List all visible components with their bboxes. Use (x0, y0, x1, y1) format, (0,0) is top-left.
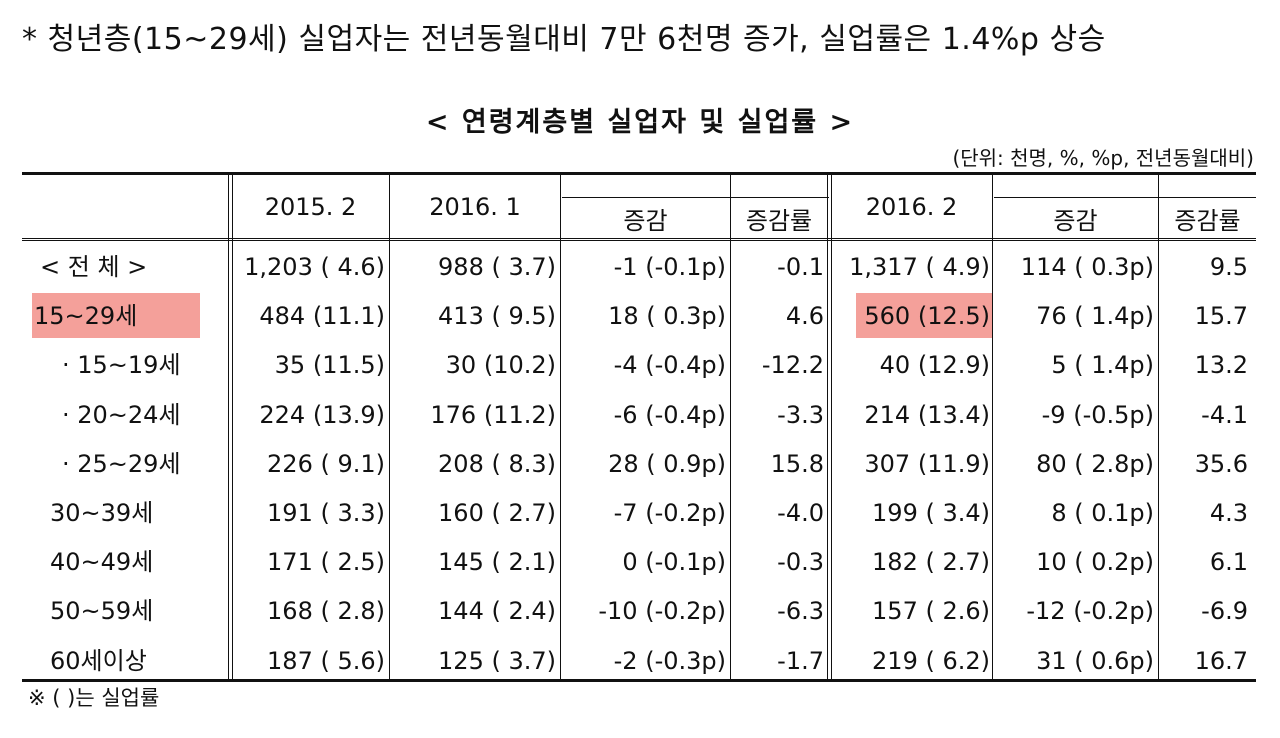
cell-rate1: -3.3 (777, 400, 824, 429)
cell-v2016-2: 214 (13.4) (864, 400, 990, 429)
cell-chg1: -2 (-0.3p) (613, 646, 726, 675)
subheader-line (994, 197, 1256, 198)
cell-chg2: 114 ( 0.3p) (1020, 253, 1154, 281)
col-2015-2: 2015. 2 (264, 192, 357, 221)
cell-v2015: 171 ( 2.5) (267, 548, 385, 577)
cell-rate1: 15.8 (770, 449, 824, 478)
cell-chg1: -4 (-0.4p) (613, 351, 726, 380)
divider (389, 175, 390, 679)
cell-v2016-2: 199 ( 3.4) (872, 499, 990, 527)
cell-v2016-2: 560 (12.5) (864, 302, 990, 331)
unit-note: (단위: 천명, %, %p, 전년동월대비) (952, 146, 1254, 170)
cell-v2015: 187 ( 5.6) (267, 646, 385, 675)
cell-v2016-2: 307 (11.9) (864, 449, 990, 478)
col-change: 증감 (623, 206, 668, 235)
col-change-rate2: 증감률 (1174, 206, 1241, 235)
cell-v2016-1: 176 (11.2) (430, 400, 556, 429)
cell-v2015: 224 (13.9) (259, 400, 385, 429)
cell-v2015: 484 (11.1) (259, 302, 385, 331)
subheader-line (562, 197, 829, 198)
cell-rate1: -1.7 (777, 646, 824, 675)
divider (992, 175, 993, 679)
cell-rate2: 15.7 (1194, 302, 1248, 331)
row-label: < 전 체 > (40, 253, 148, 281)
cell-chg2: 31 ( 0.6p) (1036, 646, 1154, 675)
col-2016-1: 2016. 1 (429, 192, 521, 221)
cell-rate1: -4.0 (777, 499, 824, 527)
divider-group (827, 175, 832, 679)
cell-v2016-2: 40 (12.9) (879, 351, 990, 380)
cell-v2016-2: 182 ( 2.7) (872, 548, 990, 577)
row-label: 60세이상 (50, 646, 147, 675)
cell-chg2: 80 ( 2.8p) (1036, 449, 1154, 478)
divider (730, 175, 731, 679)
cell-rate2: 4.3 (1209, 499, 1248, 527)
col-change2: 증감 (1053, 206, 1098, 235)
row-label: 40~49세 (50, 548, 154, 577)
cell-v2016-2: 157 ( 2.6) (872, 597, 990, 626)
cell-rate2: 6.1 (1209, 548, 1248, 577)
cell-rate2: 16.7 (1194, 646, 1248, 675)
cell-chg1: 18 ( 0.3p) (608, 302, 726, 331)
highlight-youth-value (856, 293, 992, 338)
divider (560, 175, 561, 679)
header-line (22, 238, 1256, 241)
cell-rate2: 13.2 (1194, 351, 1248, 380)
cell-rate2: -6.9 (1201, 597, 1248, 626)
col-change-rate: 증감률 (745, 206, 813, 235)
row-label: 15~29세 (34, 302, 138, 331)
row-label: 50~59세 (50, 597, 154, 626)
cell-rate2: -4.1 (1201, 400, 1248, 429)
cell-rate1: -12.2 (761, 351, 824, 380)
headline: * 청년층(15~29세) 실업자는 전년동월대비 7만 6천명 증가, 실업률… (22, 22, 1106, 57)
cell-v2016-1: 988 ( 3.7) (438, 253, 556, 281)
cell-v2016-1: 144 ( 2.4) (438, 597, 556, 626)
cell-rate2: 35.6 (1194, 449, 1248, 478)
cell-v2016-1: 30 (10.2) (445, 351, 556, 380)
cell-v2016-1: 125 ( 3.7) (438, 646, 556, 675)
highlight-youth-label (32, 293, 200, 338)
cell-rate1: -6.3 (777, 597, 824, 626)
cell-rate1: -0.1 (777, 253, 824, 281)
divider-label (228, 175, 233, 679)
cell-v2015: 1,203 ( 4.6) (244, 253, 385, 281)
cell-chg2: 5 ( 1.4p) (1051, 351, 1154, 380)
unemployment-table: 2015. 2 2016. 1 증감 증감률 2016. 2 증감 증감률 < … (22, 172, 1256, 682)
cell-v2015: 168 ( 2.8) (267, 597, 385, 626)
row-label: · 25~29세 (62, 449, 181, 478)
col-2016-2: 2016. 2 (865, 192, 958, 221)
cell-chg2: 10 ( 0.2p) (1036, 548, 1154, 577)
cell-v2016-2: 219 ( 6.2) (872, 646, 990, 675)
cell-chg1: -7 (-0.2p) (613, 499, 726, 527)
divider (1158, 175, 1159, 679)
row-label: · 15~19세 (62, 351, 181, 380)
cell-chg2: 8 ( 0.1p) (1051, 499, 1154, 527)
cell-v2015: 35 (11.5) (274, 351, 385, 380)
cell-chg2: -9 (-0.5p) (1041, 400, 1154, 429)
cell-rate1: -0.3 (777, 548, 824, 577)
cell-chg1: 28 ( 0.9p) (608, 449, 726, 478)
cell-v2015: 191 ( 3.3) (267, 499, 385, 527)
cell-v2016-1: 208 ( 8.3) (438, 449, 556, 478)
cell-rate1: 4.6 (785, 302, 824, 331)
cell-chg1: -10 (-0.2p) (598, 597, 726, 626)
cell-chg1: -1 (-0.1p) (613, 253, 726, 281)
cell-chg2: -12 (-0.2p) (1026, 597, 1154, 626)
footnote: ※ ( )는 실업률 (28, 686, 160, 710)
cell-rate2: 9.5 (1209, 253, 1248, 281)
cell-v2016-1: 160 ( 2.7) (438, 499, 556, 527)
row-label: · 20~24세 (62, 400, 181, 429)
row-label: 30~39세 (50, 499, 154, 527)
cell-chg2: 76 ( 1.4p) (1036, 302, 1154, 331)
cell-v2016-1: 413 ( 9.5) (438, 302, 556, 331)
table-caption: < 연령계층별 실업자 및 실업률 > (425, 107, 855, 138)
cell-v2016-1: 145 ( 2.1) (438, 548, 556, 577)
cell-v2015: 226 ( 9.1) (267, 449, 385, 478)
cell-chg1: -6 (-0.4p) (613, 400, 726, 429)
cell-v2016-2: 1,317 ( 4.9) (849, 253, 990, 281)
cell-chg1: 0 (-0.1p) (622, 548, 726, 577)
